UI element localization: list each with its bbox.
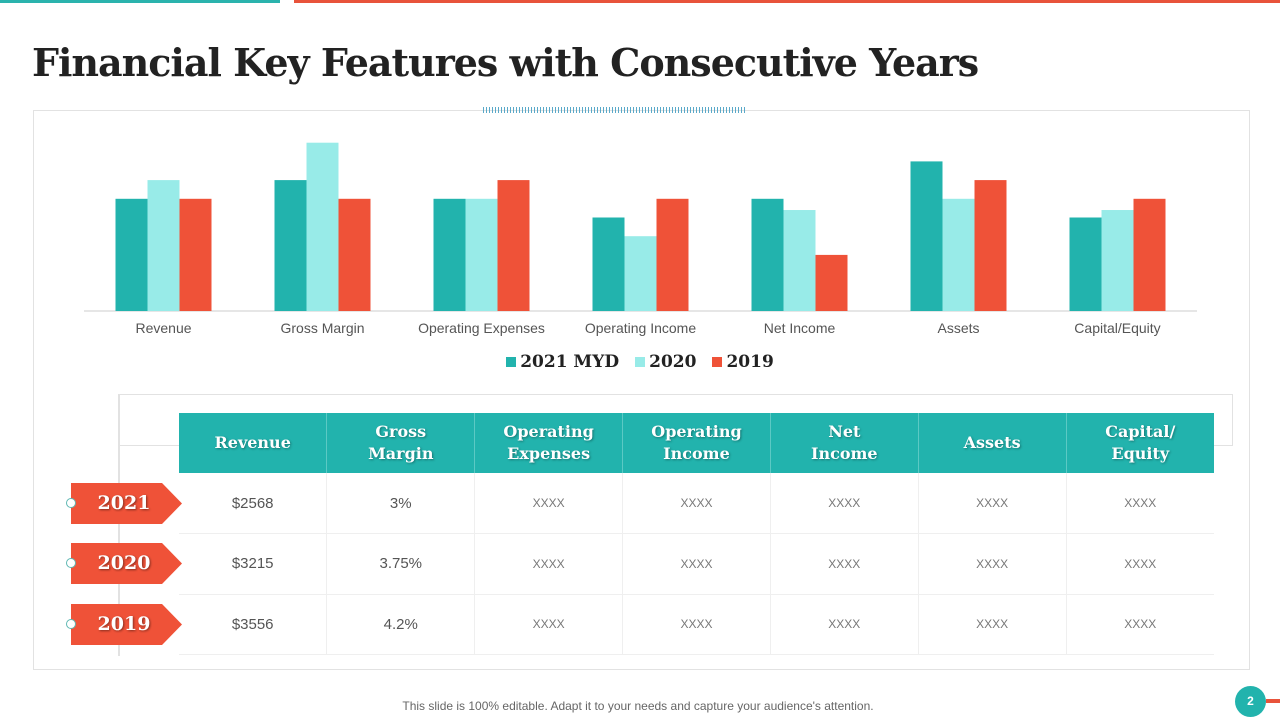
table-cell: XXXX	[474, 473, 623, 534]
legend-swatch	[635, 357, 646, 367]
bar-chart: Revenue Gross Margin Operating Expenses Ope…	[84, 142, 1197, 336]
bar-operating-income-2019	[656, 198, 689, 311]
chart-legend: 2021 MYD 2020 2019	[0, 352, 1280, 372]
bar-operating-income-2021-myd	[592, 217, 625, 311]
table-cell: XXXX	[622, 533, 771, 595]
table-cell: XXXX	[622, 473, 771, 534]
table-cell: 4.2%	[326, 594, 475, 655]
year-tag-2020: 2020	[66, 543, 182, 584]
table-cell: XXXX	[769, 473, 919, 534]
table-cell: 3.75%	[326, 533, 475, 595]
table-cell: $2568	[179, 473, 327, 534]
legend-label: 2020	[649, 352, 697, 372]
footer-note: This slide is 100% editable. Adapt it to…	[402, 699, 874, 713]
financial-table: Revenue Gross Margin Operating Expenses Opera…	[179, 413, 1214, 655]
year-tag-2019: 2019	[66, 604, 182, 645]
table-cell: XXXX	[622, 594, 771, 655]
bar-net-income-2020	[783, 210, 816, 311]
table-cell: XXXX	[917, 473, 1067, 534]
legend-swatch	[506, 357, 517, 367]
tag-shape	[71, 604, 182, 645]
table-cell: XXXX	[1065, 473, 1214, 534]
table-row: $3215 3.75% XXXX XXXX XXXX XXXX XXXX	[179, 533, 1214, 595]
bar-capital-equity-2020	[1101, 210, 1134, 311]
bar-operating-income-2020	[624, 236, 657, 311]
table-cell: XXXX	[1065, 594, 1214, 655]
legend-label: 2019	[726, 352, 774, 372]
bar-assets-2020	[942, 198, 975, 311]
bar-assets-2021-myd	[910, 161, 943, 311]
bar-gross-margin-2019	[338, 198, 371, 311]
year-label: 2019	[97, 613, 151, 635]
page-number-badge: 2	[1235, 686, 1266, 717]
slide-title: Financial Key Features with Consecutive …	[32, 40, 979, 85]
table-cell: XXXX	[474, 533, 623, 595]
x-tick-label: Assets	[937, 320, 979, 336]
column-header: Net Income	[769, 413, 919, 473]
x-tick-label: Revenue	[135, 320, 191, 336]
tag-shape	[71, 543, 182, 584]
year-label: 2020	[97, 552, 151, 574]
bar-revenue-2019	[179, 198, 212, 311]
tag-shape	[71, 483, 182, 524]
decorative-tick-strip	[483, 107, 746, 113]
year-label: 2021	[97, 492, 151, 514]
bar-capital-equity-2021-myd	[1069, 217, 1102, 311]
column-header: Gross Margin	[326, 413, 475, 473]
table-row: $3556 4.2% XXXX XXXX XXXX XXXX XXXX	[179, 594, 1214, 655]
x-tick-label: Net Income	[764, 320, 836, 336]
column-header: Operating Income	[622, 413, 771, 473]
table-cell: XXXX	[769, 594, 919, 655]
table-cell: XXXX	[1065, 533, 1214, 595]
legend-swatch	[712, 357, 723, 367]
x-tick-label: Operating Expenses	[418, 320, 545, 336]
table-cell: 3%	[326, 473, 475, 534]
column-header: Assets	[917, 413, 1067, 473]
column-header: Capital/Equity	[1065, 413, 1214, 473]
page-accent-line	[1266, 699, 1280, 703]
bar-capital-equity-2019	[1133, 198, 1166, 311]
column-header: Revenue	[179, 413, 327, 473]
table-cell: XXXX	[917, 594, 1067, 655]
legend-label: 2021 MYD	[520, 352, 620, 372]
top-accent-bar-red	[294, 0, 1280, 3]
table-row: $2568 3% XXXX XXXX XXXX XXXX XXXX	[179, 473, 1214, 534]
bar-net-income-2021-myd	[751, 198, 784, 311]
top-accent-bar-teal	[0, 0, 280, 3]
year-tag-2021: 2021	[66, 483, 182, 524]
bar-revenue-2020	[147, 180, 180, 311]
x-tick-label: Gross Margin	[280, 320, 364, 336]
bar-gross-margin-2020	[306, 142, 339, 311]
legend-item: 2019	[712, 352, 774, 372]
bar-operating-expenses-2021-myd	[433, 198, 466, 311]
timeline-dot	[66, 558, 76, 568]
x-tick-label: Capital/Equity	[1074, 320, 1160, 336]
legend-item: 2020	[635, 352, 696, 372]
table-cell: $3215	[179, 533, 327, 595]
table-cell: XXXX	[474, 594, 623, 655]
bar-operating-expenses-2020	[465, 198, 498, 311]
table-cell: XXXX	[917, 533, 1067, 595]
bar-net-income-2019	[815, 254, 848, 311]
table-cell: XXXX	[769, 533, 919, 595]
timeline-dot	[66, 619, 76, 629]
bar-operating-expenses-2019	[497, 180, 530, 311]
column-header: Operating Expenses	[474, 413, 623, 473]
timeline-dot	[66, 498, 76, 508]
bar-revenue-2021-myd	[115, 198, 148, 311]
legend-item: 2021 MYD	[506, 352, 619, 372]
x-tick-label: Operating Income	[585, 320, 696, 336]
table-cell: $3556	[179, 594, 327, 655]
bar-gross-margin-2021-myd	[274, 180, 307, 311]
bar-assets-2019	[974, 180, 1007, 311]
timeline-line	[118, 394, 120, 656]
